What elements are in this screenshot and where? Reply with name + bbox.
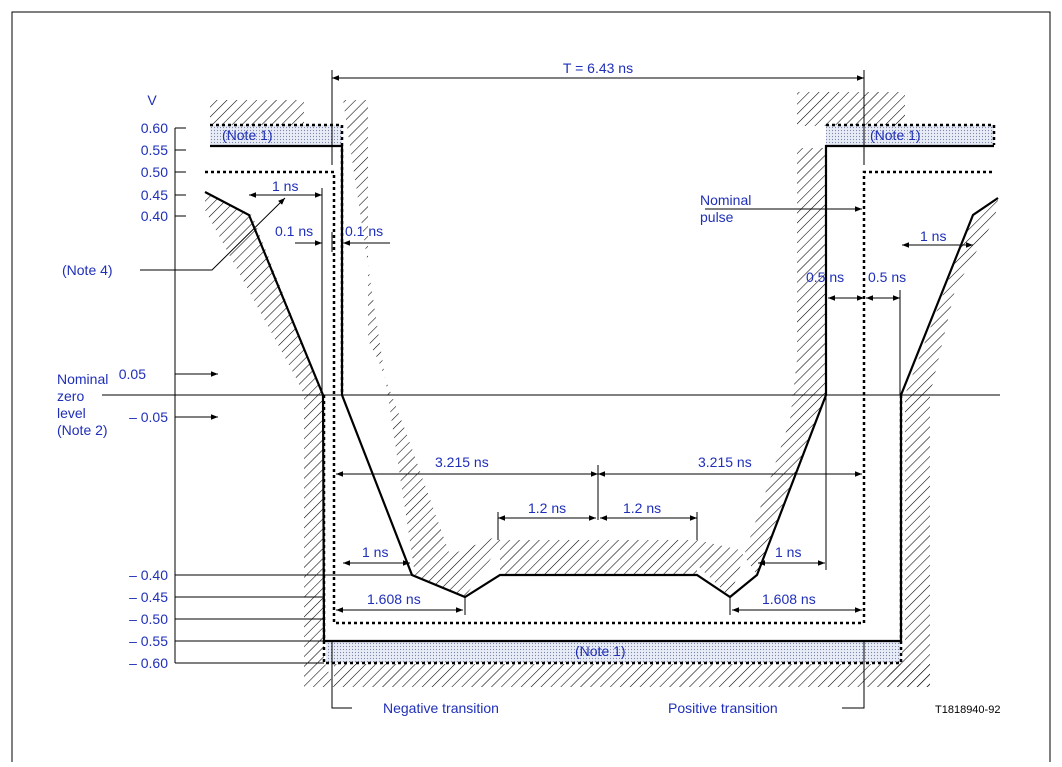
right-1-608: 1.608 ns bbox=[762, 591, 816, 607]
negative-transition-label: Negative transition bbox=[383, 700, 499, 716]
right-1ns-top: 1 ns bbox=[920, 228, 946, 244]
tick-neg-0-50: – 0.50 bbox=[129, 611, 168, 627]
hatch-top-left bbox=[210, 100, 304, 126]
tick-0-55: 0.55 bbox=[141, 142, 168, 158]
note1-region-right bbox=[826, 125, 994, 145]
outer-border bbox=[11, 11, 1051, 767]
svg-text:level: level bbox=[57, 405, 86, 421]
left-1-2: 1.2 ns bbox=[528, 500, 566, 516]
tick-0-40: 0.40 bbox=[141, 208, 168, 224]
note1-right-label: (Note 1) bbox=[870, 127, 921, 143]
hatched-mask-regions bbox=[205, 92, 998, 687]
bottom-1-608-dimensions bbox=[336, 597, 862, 615]
left-1-608: 1.608 ns bbox=[367, 591, 421, 607]
right-3-215: 3.215 ns bbox=[698, 454, 752, 470]
tick-neg-0-60: – 0.60 bbox=[129, 655, 168, 671]
period-label: T = 6.43 ns bbox=[563, 60, 633, 76]
svg-text:Nominal: Nominal bbox=[57, 371, 108, 387]
right-1-2: 1.2 ns bbox=[623, 500, 661, 516]
svg-text:(Note 2): (Note 2) bbox=[57, 422, 108, 438]
hatch-top-right bbox=[797, 92, 905, 126]
hatch-left-outer bbox=[205, 192, 323, 395]
mask-top-right-dotted bbox=[826, 123, 996, 145]
nominal-pulse-line2: pulse bbox=[700, 209, 734, 225]
tick-0-45: 0.45 bbox=[141, 187, 168, 203]
center-1-2-dimensions bbox=[497, 512, 698, 540]
period-dimension bbox=[331, 70, 865, 165]
right-1ns-bottom: 1 ns bbox=[775, 544, 801, 560]
tick-0-60: 0.60 bbox=[141, 120, 168, 136]
tick-0-05: 0.05 bbox=[119, 366, 146, 382]
hatch-left-fall bbox=[343, 100, 500, 597]
svg-text:zero: zero bbox=[57, 388, 84, 404]
left-0-5ns: 0.5 ns bbox=[806, 269, 844, 285]
hatch-right-vertical bbox=[880, 395, 930, 687]
hatch-left-vertical bbox=[304, 395, 334, 687]
right-0-5-dimensions bbox=[828, 290, 901, 395]
bottom-1ns-dimensions bbox=[343, 395, 827, 570]
note1-region-left bbox=[210, 125, 342, 145]
right-0-1ns: 0.1 ns bbox=[345, 223, 383, 239]
left-0-1ns: 0.1 ns bbox=[275, 223, 313, 239]
tick-neg-0-05: – 0.05 bbox=[129, 409, 168, 425]
axis-labels: V 0.60 0.55 0.50 0.45 0.40 0.05 – 0.05 –… bbox=[119, 92, 168, 671]
tick-0-50: 0.50 bbox=[141, 164, 168, 180]
tick-neg-0-45: – 0.45 bbox=[129, 589, 168, 605]
left-top-dimensions bbox=[249, 188, 390, 395]
negative-transition-leader bbox=[331, 640, 352, 709]
zero-band-arrows bbox=[180, 371, 218, 420]
upper-limit-left bbox=[210, 144, 994, 599]
figure-id: T1818940-92 bbox=[935, 704, 1000, 716]
hatch-bottom-band bbox=[334, 664, 930, 687]
positive-transition-leader bbox=[842, 640, 865, 709]
hatch-bottom-center bbox=[500, 540, 697, 575]
left-3-215: 3.215 ns bbox=[435, 454, 489, 470]
note1-region-bottom bbox=[326, 641, 901, 663]
voltage-axis bbox=[174, 127, 412, 664]
hatch-right-outer bbox=[905, 200, 998, 395]
note4-leader bbox=[140, 197, 286, 271]
hatch-right-rise bbox=[697, 148, 826, 597]
half-period-dimensions bbox=[336, 465, 862, 520]
note4-label: (Note 4) bbox=[62, 262, 113, 278]
axis-unit: V bbox=[147, 92, 157, 108]
left-1ns-bottom: 1 ns bbox=[362, 544, 388, 560]
positive-transition-label: Positive transition bbox=[668, 700, 778, 716]
right-0-5ns: 0.5 ns bbox=[868, 269, 906, 285]
note1-bottom-label: (Note 1) bbox=[575, 643, 626, 659]
tick-neg-0-40: – 0.40 bbox=[129, 567, 168, 583]
nominal-zero-label: Nominal zero level (Note 2) bbox=[57, 371, 108, 438]
left-1ns-top: 1 ns bbox=[272, 178, 298, 194]
tick-neg-0-55: – 0.55 bbox=[129, 633, 168, 649]
nominal-pulse-line1: Nominal bbox=[700, 192, 751, 208]
note1-left-label: (Note 1) bbox=[222, 127, 273, 143]
